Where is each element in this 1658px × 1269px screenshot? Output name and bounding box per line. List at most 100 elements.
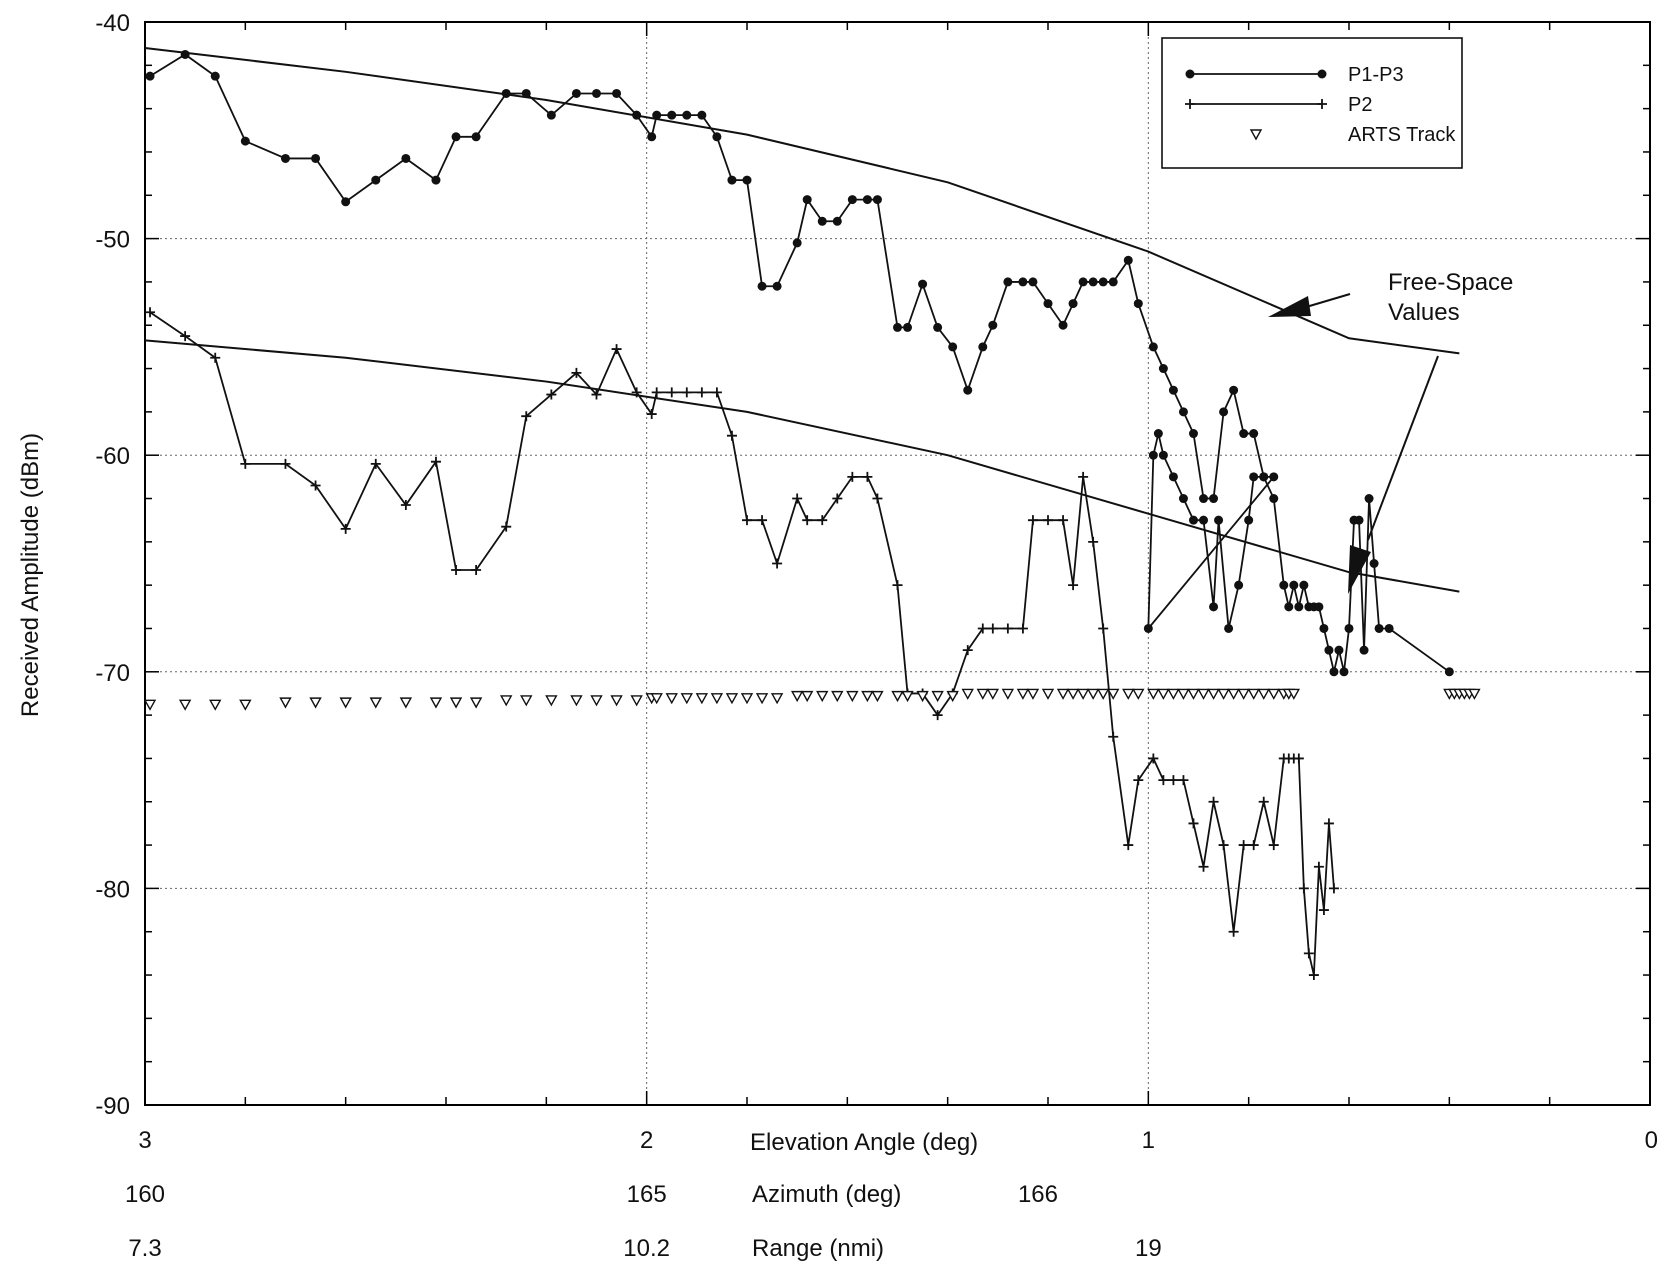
p1-p3-point-40 [948, 342, 958, 352]
arts-track-point-7 [369, 697, 382, 709]
arts-track-point-6 [339, 697, 352, 709]
arts-track-point-1 [178, 699, 192, 711]
arts-track-point-39 [931, 690, 944, 703]
p1-p3-point-22 [682, 110, 692, 120]
plot-frame [144, 21, 1651, 1106]
x-tick-label-0: 3 [138, 1127, 151, 1154]
p1-p3-point-81 [1244, 515, 1254, 525]
arts-track-point-8 [399, 697, 413, 709]
p1-p3-point-9 [431, 175, 441, 185]
annotation-text-line-0: Free-Space [1388, 269, 1513, 296]
p1-p3-point-17 [612, 88, 622, 98]
arts-track-point-45 [1016, 688, 1030, 700]
p1-p3-point-41 [963, 385, 973, 395]
x-tick-labels: 3 2 1 0 160 165 166 7.3 10.2 19 [125, 1127, 1658, 1262]
p2-point-16 [591, 389, 602, 400]
legend-marker-0 [1185, 69, 1195, 79]
p2-point-39 [932, 710, 943, 721]
p2-point-20 [651, 387, 662, 398]
p2-point-17 [611, 344, 622, 355]
p1-p3-point-83 [1259, 472, 1269, 482]
legend-label-0: P1-P3 [1348, 64, 1404, 86]
arts-track-point-26 [740, 693, 754, 705]
y-tick-label-1: -50 [95, 227, 130, 254]
p2-point-27 [757, 515, 768, 526]
p1-p3-point-21 [667, 110, 677, 120]
arts-track-point-14 [545, 695, 558, 707]
arts-track-point-12 [500, 695, 513, 707]
p1-p3-point-96 [1334, 645, 1344, 655]
p1-p3-point-98 [1344, 623, 1354, 633]
p1-p3-point-92 [1314, 602, 1324, 612]
p2-point-22 [681, 387, 692, 398]
p1-p3-point-72 [1158, 450, 1168, 460]
arts-track-point-21 [665, 693, 678, 705]
p1-p3-point-38 [918, 279, 928, 289]
p1-p3-point-58 [1168, 385, 1178, 395]
arts-track-point-15 [570, 695, 583, 707]
p1-p3-point-53 [1108, 277, 1118, 287]
p1-p3-point-42 [978, 342, 988, 352]
p1-p3-point-57 [1158, 364, 1168, 374]
grid [145, 22, 1650, 1105]
y-tick-label-0: -40 [95, 10, 130, 37]
p1-p3-point-63 [1219, 407, 1229, 417]
annotation: Free-Space Values [1268, 269, 1513, 594]
arts-track-point-33 [846, 690, 859, 703]
p2-point-79 [1328, 883, 1339, 894]
arts-track-point-16 [590, 695, 603, 707]
p2-point-19 [646, 409, 657, 420]
azimuth-tick-label-1: 165 [627, 1181, 667, 1208]
p2-point-10 [451, 564, 462, 575]
arts-track-point-0 [143, 699, 157, 711]
y-tick-label-2: -60 [95, 443, 130, 470]
p1-p3-point-16 [592, 88, 601, 98]
y-axis-label: Received Amplitude (dBm) [17, 433, 44, 717]
p1-p3-point-20 [652, 110, 662, 120]
arts-track-point-67 [1257, 688, 1270, 700]
arts-track-point-48 [1056, 688, 1070, 700]
p1-p3-point-25 [727, 175, 737, 185]
p2-point-2 [210, 352, 221, 363]
arts-track-point-52 [1096, 688, 1110, 700]
p2-point-35 [872, 493, 883, 504]
arts-track-point-9 [429, 697, 443, 709]
p1-p3-point-103 [1369, 559, 1379, 568]
p1-p3-point-64 [1229, 385, 1239, 395]
x-axis-label: Elevation Angle (deg) [750, 1129, 978, 1156]
p1-p3-point-4 [280, 153, 290, 163]
p1-p3-point-80 [1234, 580, 1244, 590]
p1-p3-point-55 [1133, 299, 1143, 309]
p1-p3-point-71 [1153, 429, 1163, 439]
p1-p3-point-34 [862, 195, 872, 205]
azimuth-label: Azimuth (deg) [752, 1181, 901, 1208]
p1-p3-point-12 [501, 88, 511, 98]
p2-point-7 [370, 458, 381, 469]
arts-track-point-77 [1468, 688, 1481, 700]
p2-point-15 [571, 367, 582, 378]
arts-track-point-47 [1041, 688, 1055, 700]
p1-p3-point-51 [1088, 277, 1098, 287]
p2-point-18 [631, 387, 642, 398]
p2-point-24 [711, 387, 722, 398]
p2-point-45 [1017, 623, 1028, 634]
annotation-text-line-1: Values [1388, 299, 1460, 326]
legend-label-2: ARTS Track [1348, 124, 1456, 146]
p2-point-53 [1108, 731, 1119, 742]
x-tick-label-3: 0 [1645, 1127, 1658, 1154]
arts-track-point-61 [1197, 688, 1210, 700]
y-tick-label-4: -80 [95, 876, 130, 903]
p1-p3-point-59 [1178, 407, 1188, 417]
range-tick-label-0: 7.3 [128, 1235, 161, 1262]
range-label: Range (nmi) [752, 1235, 884, 1262]
arts-track-point-58 [1167, 688, 1180, 700]
annotation-arrow-2-shaft [1367, 355, 1439, 541]
arts-track-point-40 [946, 690, 959, 703]
free-space-curve-3 [144, 46, 1460, 355]
p1-p3-point-15 [571, 88, 581, 98]
p1-p3-point-54 [1123, 255, 1133, 265]
arts-track-point-56 [1147, 688, 1160, 700]
series-group [143, 49, 1481, 981]
y-tick-labels: -40 -50 -60 -70 -80 -90 [95, 10, 130, 1120]
